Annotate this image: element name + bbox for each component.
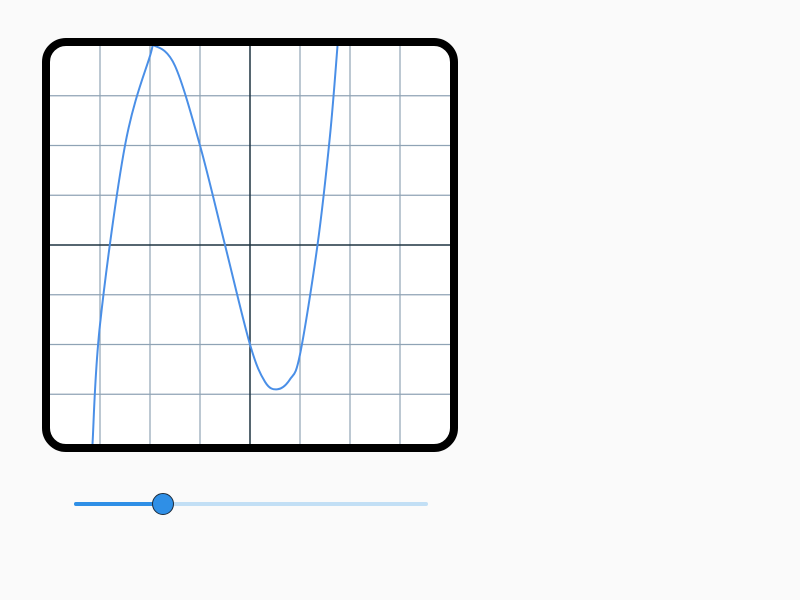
graph-axes xyxy=(50,46,450,444)
parameter-slider[interactable] xyxy=(74,492,428,516)
slider-track[interactable] xyxy=(74,502,428,506)
function-graph xyxy=(42,38,458,452)
slider-fill xyxy=(74,502,163,506)
graph-plot xyxy=(50,46,450,444)
slider-thumb[interactable] xyxy=(151,493,174,515)
function-curve xyxy=(91,46,339,444)
